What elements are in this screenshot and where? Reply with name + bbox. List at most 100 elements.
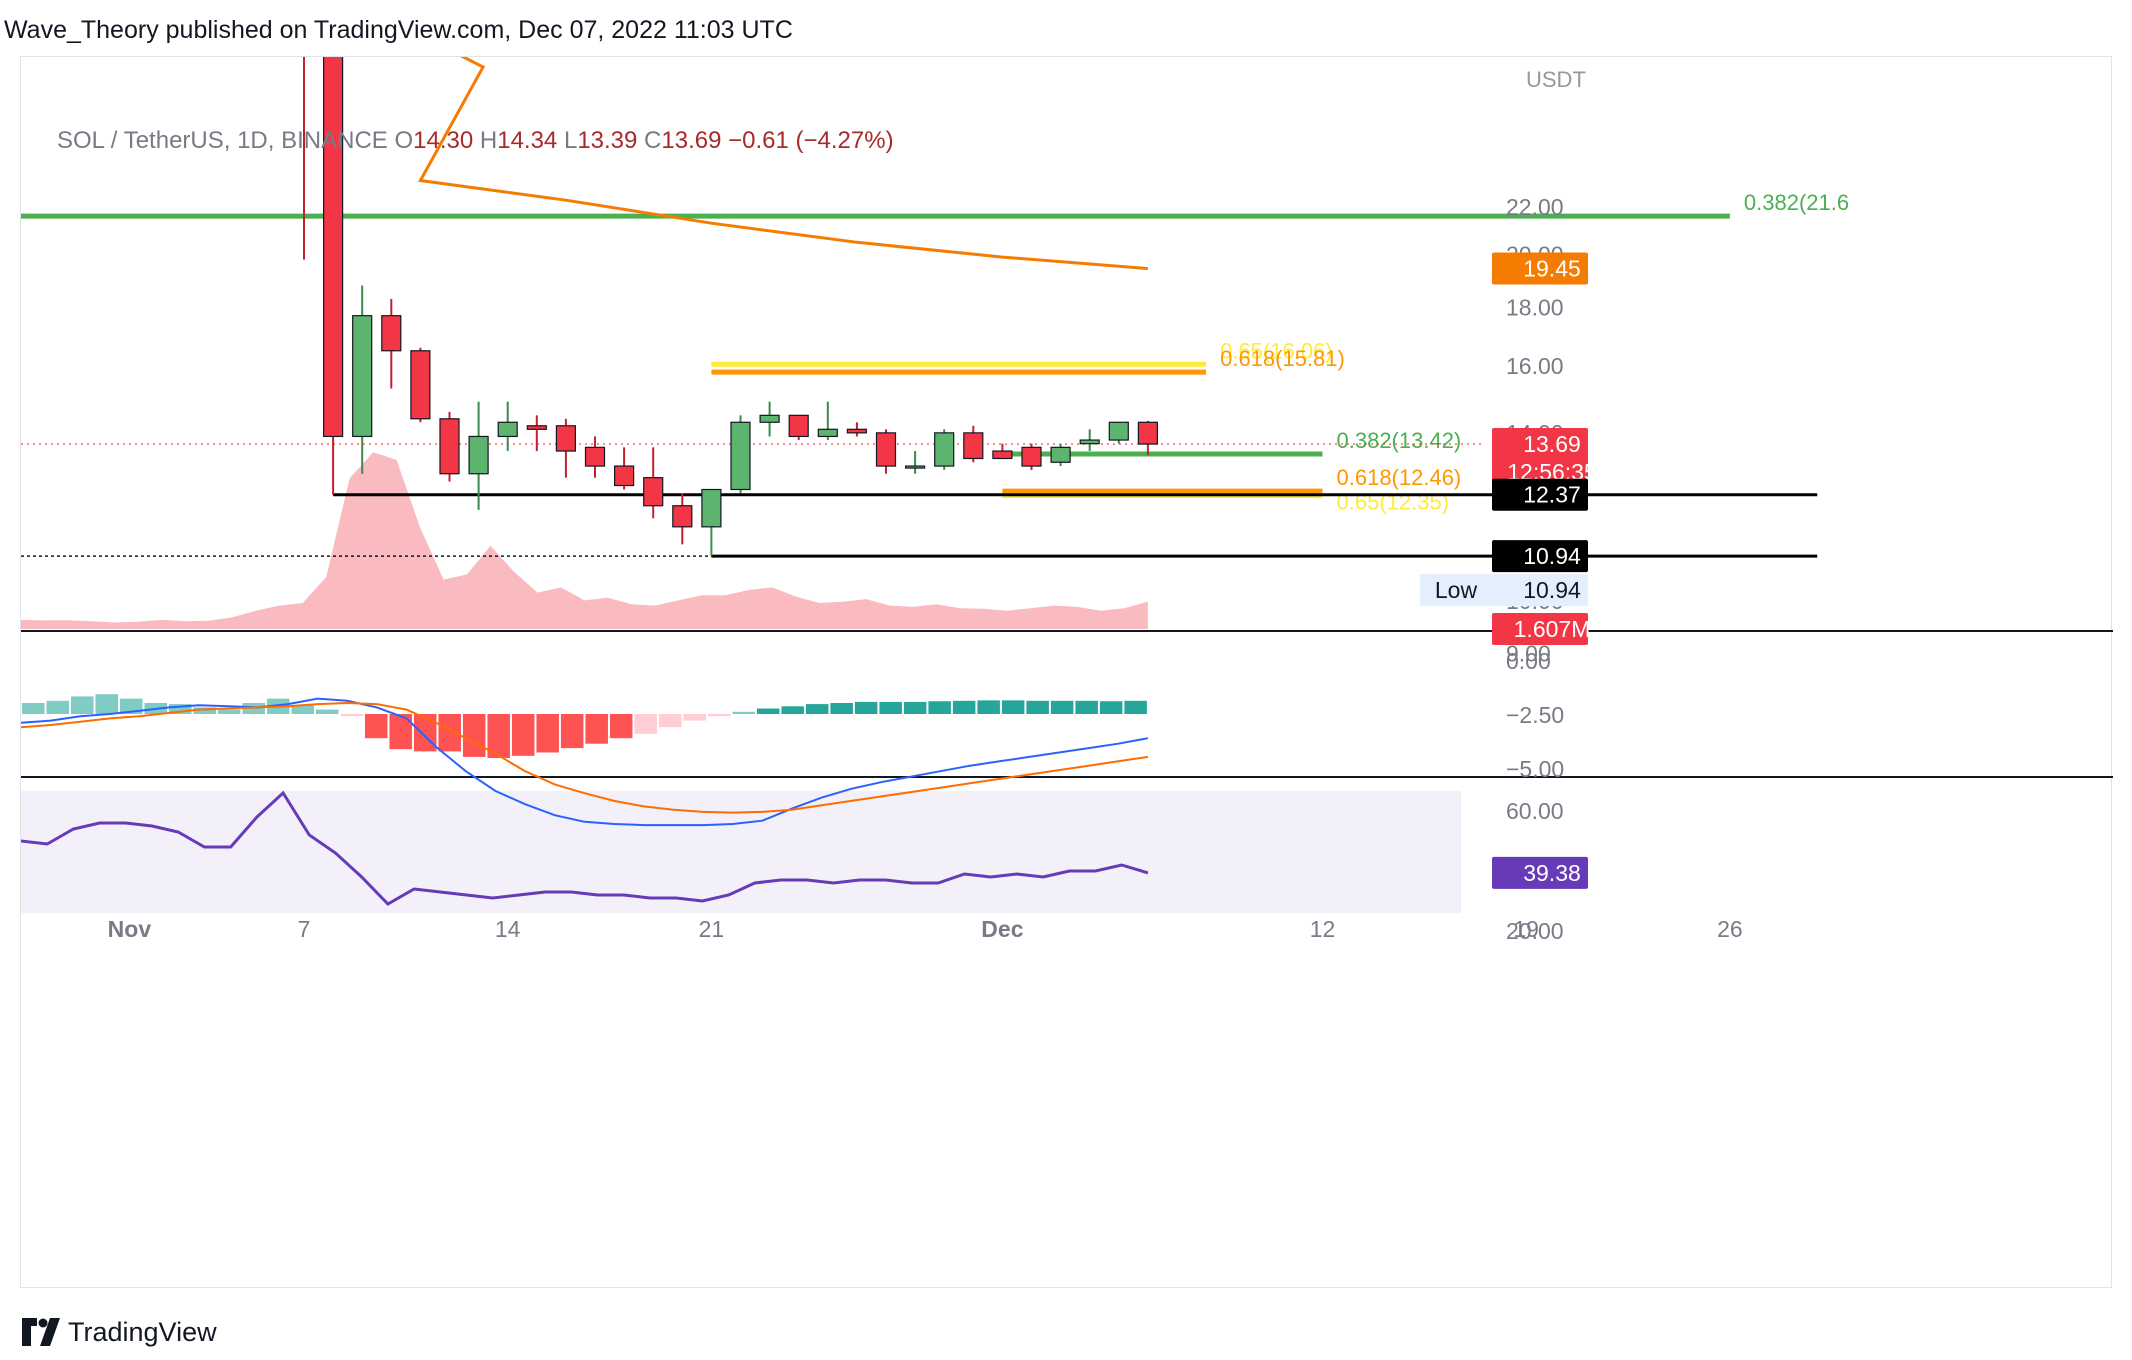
candle-body (672, 505, 693, 528)
rsi-axis-tick: 20.00 (1506, 918, 1564, 944)
macd-histogram-bar (193, 707, 216, 714)
macd-histogram-bar (560, 714, 584, 749)
tradingview-wordmark: TradingView (68, 1316, 217, 1347)
publisher-caption: Wave_Theory published on TradingView.com… (4, 16, 793, 44)
candle-body (1050, 446, 1071, 463)
rsi-badge-text: 39.38 (1523, 860, 1581, 886)
macd-histogram-bar (830, 703, 853, 714)
last-price-badge (1492, 428, 1588, 493)
candle-body (934, 432, 955, 467)
legend-symbol: SOL / TetherUS, 1D, BINANCE (57, 127, 388, 154)
ema-badge-text: 19.45 (1523, 256, 1581, 282)
low-badge (1420, 574, 1588, 607)
time-axis-tick: 19 (1513, 916, 1539, 942)
level-1237-badge (1492, 478, 1588, 511)
macd-histogram-bar (805, 704, 829, 714)
candle-body (497, 421, 518, 438)
legend-c-label: C (644, 127, 662, 154)
price-axis-tick: 18.00 (1506, 294, 1564, 320)
volume-badge (1492, 613, 1588, 645)
macd-histogram-bar (732, 711, 755, 714)
time-axis-tick: Nov (108, 916, 152, 942)
macd-axis-tick: 0.00 (1506, 648, 1551, 674)
macd-histogram-bar (168, 704, 192, 714)
legend-h-value: 14.34 (497, 127, 558, 154)
macd-histogram-bar (46, 700, 69, 714)
level-label-fib-0618-lower: 0.618(12.46) (1337, 465, 1462, 490)
time-axis-tick: 7 (298, 916, 311, 942)
time-axis-tick: 14 (495, 916, 521, 942)
ema-badge (1492, 252, 1588, 285)
macd-histogram-bar (585, 714, 608, 744)
macd-histogram-bar (1050, 700, 1074, 714)
last-price-badge-text: 13.69 (1523, 431, 1581, 457)
macd-axis-tick: −2.50 (1506, 702, 1564, 728)
macd-histogram-bar (879, 701, 902, 714)
level-label-fib-0382-upper: 0.382(21.6 (1744, 190, 1849, 215)
macd-histogram-bar (609, 714, 633, 739)
candle-body (526, 425, 547, 430)
macd-histogram-bar (707, 714, 731, 717)
rsi-axis-tick: 60.00 (1506, 798, 1564, 824)
level-1237-badge-text: 12.37 (1523, 482, 1581, 508)
macd-histogram-bar (487, 714, 510, 758)
candle-body (439, 418, 460, 475)
macd-histogram-bar (683, 714, 706, 721)
candle-body (613, 465, 635, 487)
macd-histogram-bar (22, 703, 45, 714)
tradingview-logo[interactable]: TradingView (22, 1312, 217, 1352)
macd-histogram-bar (413, 714, 437, 752)
level-label-fib-0618-upper: 0.618(15.81) (1220, 346, 1345, 371)
macd-histogram-bar (952, 700, 976, 714)
macd-histogram-bar (364, 714, 388, 739)
candle-body (1108, 421, 1129, 441)
chart-frame[interactable]: 0.382(21.6 0.65(16.06) 0.618(15.81) 0.382(1… (20, 56, 2113, 1289)
time-axis-tick: 21 (699, 916, 725, 942)
macd-histogram-bar (977, 700, 1000, 714)
macd-histogram-bar (438, 714, 461, 752)
time-axis-tick: 12 (1310, 916, 1336, 942)
macd-histogram-bar (291, 705, 314, 714)
macd-histogram-bar (1026, 700, 1049, 714)
candle-body (730, 421, 751, 491)
macd-line (21, 697, 1149, 827)
time-axis-tick: 26 (1717, 916, 1743, 942)
legend-h-label: H (479, 127, 498, 154)
volume-badge-text: 1.607M (1514, 616, 1591, 642)
macd-histogram-bar (340, 714, 363, 717)
level-1094-badge-text: 10.94 (1523, 543, 1581, 569)
macd-histogram-bar (536, 714, 559, 753)
time-axis-tick: Dec (981, 916, 1023, 942)
legend-l-value: 13.39 (577, 127, 638, 154)
price-axis-tick: 16.00 (1506, 353, 1564, 379)
macd-histogram-bar (70, 696, 94, 714)
chart-canvas[interactable]: 0.382(21.6 0.65(16.06)0.618(15.81) 0.382(1… (21, 57, 2113, 1289)
candle-body (1079, 439, 1100, 445)
legend-change: −0.61 (−4.27%) (728, 127, 894, 154)
candle-body (1021, 446, 1042, 467)
macd-histogram-bar (928, 701, 951, 714)
legend-c-value: 13.69 (661, 127, 722, 154)
macd-histogram-bar (854, 701, 878, 714)
macd-histogram-bar (1075, 700, 1098, 714)
candle-body (846, 428, 868, 434)
tradingview-logo-icon (22, 1318, 60, 1346)
candle-body (817, 428, 838, 438)
candle-body (323, 57, 344, 438)
macd-histogram-bar (1001, 700, 1025, 714)
rsi-line (21, 790, 1149, 906)
macd-histogram-bar (903, 701, 927, 714)
macd-histogram-bar (658, 714, 682, 728)
macd-signal-line (21, 701, 1149, 814)
candle-body (410, 350, 431, 420)
price-axis-tick: 22.00 (1506, 194, 1564, 220)
macd-histogram-bar (1124, 700, 1147, 714)
candle-body (352, 315, 373, 438)
low-badge-label: Low (1435, 577, 1478, 603)
candle-body (643, 477, 664, 507)
candle-body (904, 465, 926, 469)
macd-histogram-bar (634, 714, 657, 734)
macd-histogram-bar (1099, 701, 1123, 714)
macd-histogram-bar (389, 714, 412, 750)
low-badge-text: 10.94 (1523, 577, 1581, 603)
